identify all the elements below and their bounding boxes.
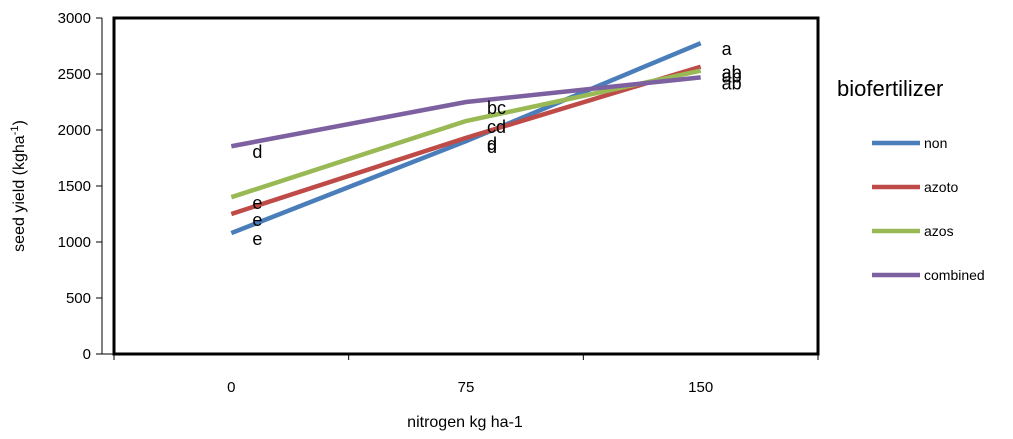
point-label-azoto: d — [487, 134, 497, 154]
x-tick-label: 150 — [688, 379, 713, 396]
point-label-non: e — [252, 229, 262, 249]
y-tick-label: 2000 — [58, 122, 91, 139]
point-label-azoto: e — [252, 210, 262, 230]
plot-area-frame — [112, 16, 820, 356]
point-label-combined: ab — [722, 73, 742, 93]
legend-title: biofertilizer — [837, 76, 943, 101]
legend: non azoto azos combined — [872, 135, 985, 283]
y-axis-title: seed yield (kgha-1) — [9, 120, 28, 252]
series-line-non — [230, 41, 702, 236]
legend-entry-azos: azos — [924, 223, 954, 239]
point-label-azoto: ab — [722, 63, 742, 83]
x-tick-label: 75 — [458, 379, 475, 396]
legend-entry-azoto: azoto — [924, 179, 958, 195]
y-tick-label: 500 — [66, 290, 91, 307]
point-label-non: d — [487, 137, 497, 157]
y-tick-label: 1000 — [58, 234, 91, 251]
point-label-combined: bc — [487, 98, 506, 118]
y-tick-label: 2500 — [58, 66, 91, 83]
point-label-azos: cd — [487, 117, 506, 137]
series-line-combined — [230, 75, 701, 149]
y-tick-label: 3000 — [58, 10, 91, 27]
legend-entry-non: non — [924, 135, 947, 151]
point-label-azos: ab — [722, 67, 742, 87]
series-line-azoto — [230, 64, 702, 217]
legend-entry-combined: combined — [924, 267, 985, 283]
x-axis-title: nitrogen kg ha-1 — [407, 414, 523, 431]
point-label-combined: d — [252, 142, 262, 162]
y-axis-title-sup: -1 — [9, 126, 21, 136]
point-label-non: a — [722, 39, 733, 59]
y-tick-label: 0 — [83, 346, 91, 363]
point-label-azos: e — [252, 193, 262, 213]
y-axis-title-close: ) — [11, 120, 28, 125]
y-axis-title-main: seed yield (kgha — [11, 135, 28, 252]
x-tick-label: 0 — [227, 379, 235, 396]
y-tick-label: 1500 — [58, 178, 91, 195]
